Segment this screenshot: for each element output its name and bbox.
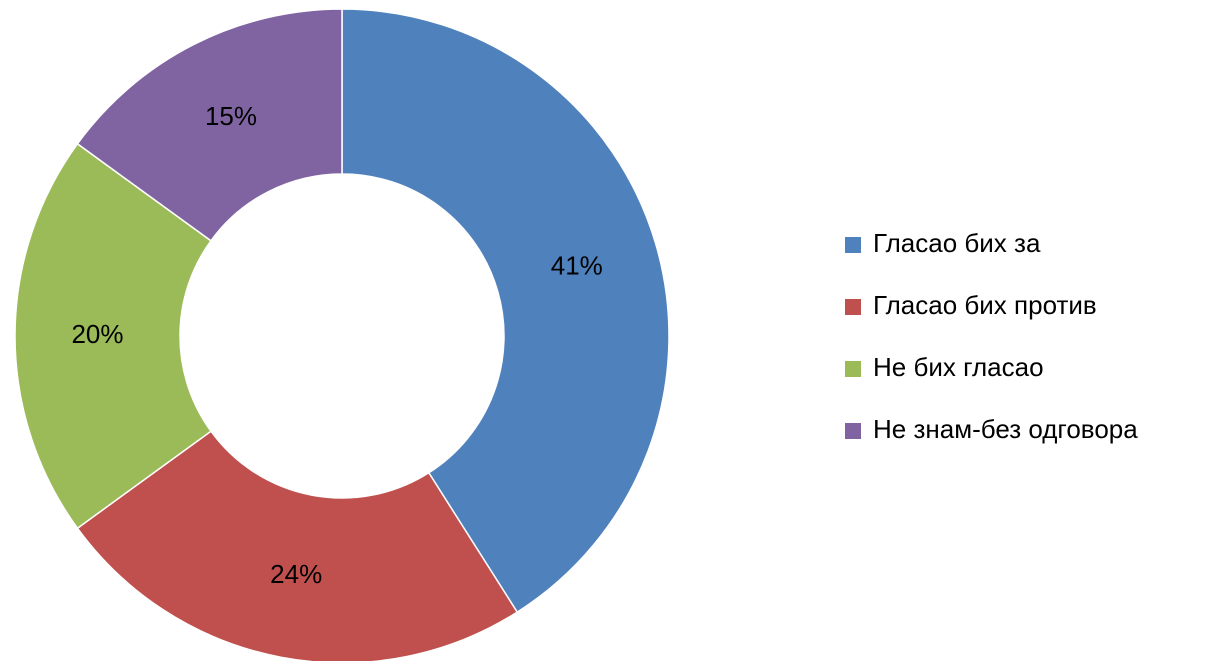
donut-slice (76, 430, 519, 661)
donut-slice (341, 8, 670, 614)
legend-swatch (845, 237, 861, 253)
legend-label: Гласао бих против (873, 290, 1097, 320)
slice-label: 41% (551, 251, 603, 281)
legend-swatch (845, 361, 861, 377)
slice-label: 24% (270, 559, 322, 589)
legend-label: Гласао бих за (873, 228, 1041, 258)
slice-label: 15% (205, 101, 257, 131)
legend-label: Не бих гласао (873, 352, 1044, 382)
donut-slice (14, 142, 212, 530)
donut-slice (76, 8, 343, 242)
legend-label: Не знам-без одговора (873, 414, 1138, 444)
legend-swatch (845, 299, 861, 315)
slice-label: 20% (71, 319, 123, 349)
legend-swatch (845, 423, 861, 439)
